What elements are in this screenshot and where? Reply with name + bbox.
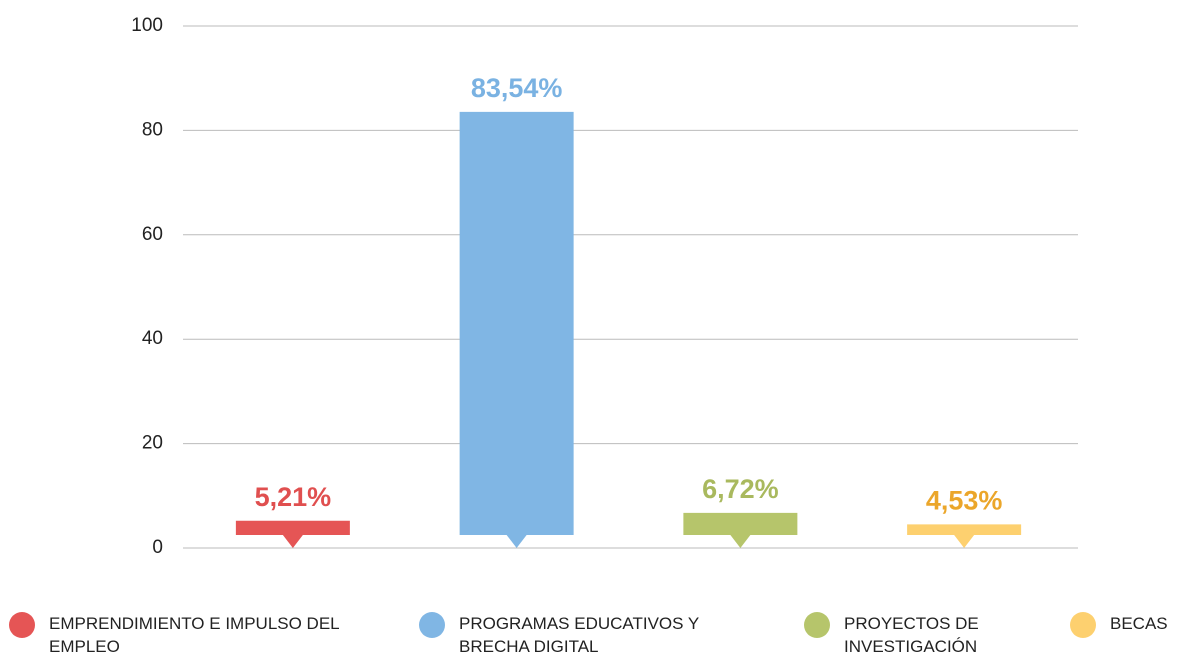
y-tick-label: 60 <box>142 224 163 245</box>
value-label: 6,72% <box>702 474 779 504</box>
legend-swatch <box>804 612 830 638</box>
legend-swatch <box>9 612 35 638</box>
legend-label: PROYECTOS DE INVESTIGACIÓN <box>844 614 979 656</box>
legend-swatch <box>1070 612 1096 638</box>
y-tick-label: 20 <box>142 433 163 454</box>
value-label: 83,54% <box>471 73 563 103</box>
y-tick-label: 100 <box>131 15 163 36</box>
y-tick-label: 80 <box>142 119 163 140</box>
bar <box>683 512 798 548</box>
y-tick-label: 40 <box>142 328 163 349</box>
value-label: 5,21% <box>255 482 332 512</box>
bar <box>907 524 1022 548</box>
chart: 0 20 40 60 80 100 5,21% 83,54% 6,72% 4,53% <box>131 15 1078 558</box>
value-label: 4,53% <box>926 485 1003 515</box>
legend-swatch <box>419 612 445 638</box>
legend-item: PROGRAMAS EDUCATIVOS Y BRECHA DIGITAL <box>419 612 739 657</box>
bar <box>235 520 350 548</box>
y-tick-label: 0 <box>152 537 163 558</box>
bar <box>459 111 574 548</box>
legend-item: BECAS <box>1070 612 1185 638</box>
legend-label: BECAS <box>1110 614 1168 633</box>
legend-item: EMPRENDIMIENTO E IMPULSO DEL EMPLEO <box>9 612 349 657</box>
legend-label: PROGRAMAS EDUCATIVOS Y BRECHA DIGITAL <box>459 614 699 656</box>
legend-item: PROYECTOS DE INVESTIGACIÓN <box>804 612 1014 657</box>
legend-label: EMPRENDIMIENTO E IMPULSO DEL EMPLEO <box>49 614 339 656</box>
